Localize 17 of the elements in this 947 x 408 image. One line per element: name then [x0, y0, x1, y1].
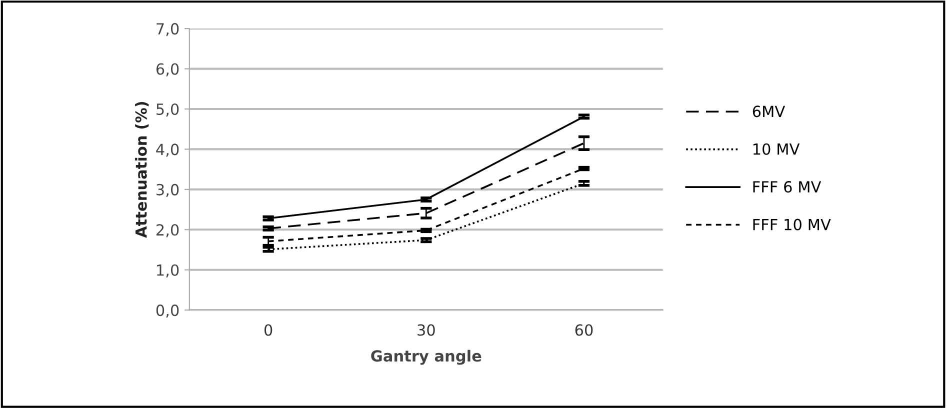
y-axis-title: Attenuation (%) [135, 102, 149, 238]
y-tick-label: 6,0 [156, 63, 179, 76]
y-tick-label: 5,0 [156, 103, 179, 117]
legend-label: FFF 10 MV [753, 218, 831, 230]
y-tick-label: 0,0 [156, 304, 179, 318]
y-tick-label: 1,0 [157, 264, 179, 278]
x-tick-label: 0 [264, 324, 272, 336]
legend-label: 6MV [752, 106, 786, 118]
x-axis-title: Gantry angle [371, 350, 482, 365]
y-tick-label: 4,0 [156, 144, 179, 157]
legend-label: 10 MV [753, 143, 800, 155]
y-tick-label: 2,0 [156, 224, 179, 238]
x-tick-label: 60 [575, 324, 593, 336]
legend-label: FFF 6 MV [753, 181, 822, 193]
x-tick-label: 30 [418, 324, 435, 336]
y-tick-label: 3,0 [156, 184, 179, 198]
y-tick-label: 7,0 [156, 23, 179, 36]
